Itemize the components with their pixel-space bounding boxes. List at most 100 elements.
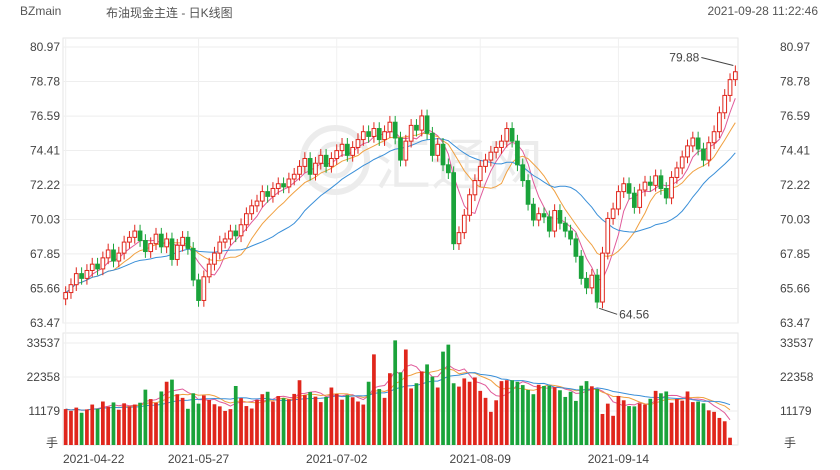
candle [461,208,467,239]
volume-bar [74,407,79,445]
candle [552,204,557,238]
candle-body [206,263,212,278]
volume-bar [196,403,201,445]
candle [116,246,122,268]
price-tick-left: 74.41 [30,143,60,157]
volume-bar [101,401,105,445]
volume-bar [542,385,546,445]
volume-bar [85,409,89,445]
volume-bar [372,354,376,445]
candle-body [217,241,223,254]
volume-unit-left: 手 [46,436,58,450]
candle-body [334,150,340,160]
volume-bar [579,385,584,445]
candle-body [111,249,116,262]
volume-bar [473,377,477,445]
candle [169,232,175,266]
volume-bar [186,408,190,445]
candle-body [461,214,467,234]
volume-bar [111,402,116,445]
candle-body [472,180,478,196]
volume-bar [701,403,706,445]
candlesticks [63,65,738,309]
candle-body [132,230,138,238]
candle-body [265,191,270,197]
candle-body [488,151,494,161]
candle [121,235,127,260]
candle-body [355,139,361,148]
candle-body [233,230,239,237]
candle-body [382,131,387,141]
volume-bar [287,399,291,445]
date-tick: 2021-09-14 [588,452,650,466]
candle [158,227,164,254]
candle [647,175,653,192]
volume-bar [722,421,727,445]
candle [430,126,435,162]
volume-bar [281,398,286,445]
volume-bar [308,392,313,445]
timestamp: 2021-09-28 11:22:46 [707,4,818,18]
candle [63,286,69,306]
candle [589,268,595,295]
candle [509,122,515,148]
volume-bar [414,383,419,445]
candle-body [387,121,393,133]
volume-bar [510,380,514,445]
volume-bar [201,395,206,445]
candle [440,138,446,172]
volume-bar [398,372,403,445]
candle [616,185,621,216]
candle [398,131,403,167]
price-tick-left: 63.47 [30,316,60,330]
volume-tick-right: 33537 [780,336,814,350]
volume-bar [457,386,461,445]
volume-bar [345,395,350,445]
candle [344,138,350,162]
volume-bar [356,401,360,445]
candle [318,149,324,170]
candle-body [398,137,403,161]
volume-bar [568,391,573,445]
candle [127,231,132,249]
candle [408,119,414,148]
candle-body [504,128,510,142]
candle-body [631,192,637,208]
volume-bar [239,398,243,445]
candle [626,177,632,200]
candle-body [637,189,643,208]
candle-body [366,131,371,137]
volume-bar [504,380,509,445]
volume-bar [494,400,499,445]
candle [472,174,478,202]
candle [111,243,116,268]
candle [238,218,244,243]
volume-bar [292,393,297,445]
candle [275,177,281,195]
volume-bar [350,397,355,445]
candle [674,161,680,184]
candle-body [727,79,733,96]
candle [525,174,531,211]
candle-body [100,257,106,270]
volume-bar [127,406,132,445]
volume-bar [675,399,679,445]
candle-body [244,213,249,226]
candle-body [73,273,79,286]
candle-body [647,181,653,186]
candle-body [180,236,185,246]
candle [297,160,302,181]
volume-bar [605,403,610,445]
price-tick-right: 72.22 [780,178,810,192]
candle-body [270,187,276,197]
candle-body [594,274,600,303]
low-pointer [598,307,618,315]
volume-bar [728,437,732,445]
candle [504,122,510,148]
candle [286,172,292,194]
candle [690,131,696,153]
candle [685,139,690,164]
volume-bar [138,402,142,445]
candle-body [690,137,696,147]
volume-bar [361,404,366,445]
